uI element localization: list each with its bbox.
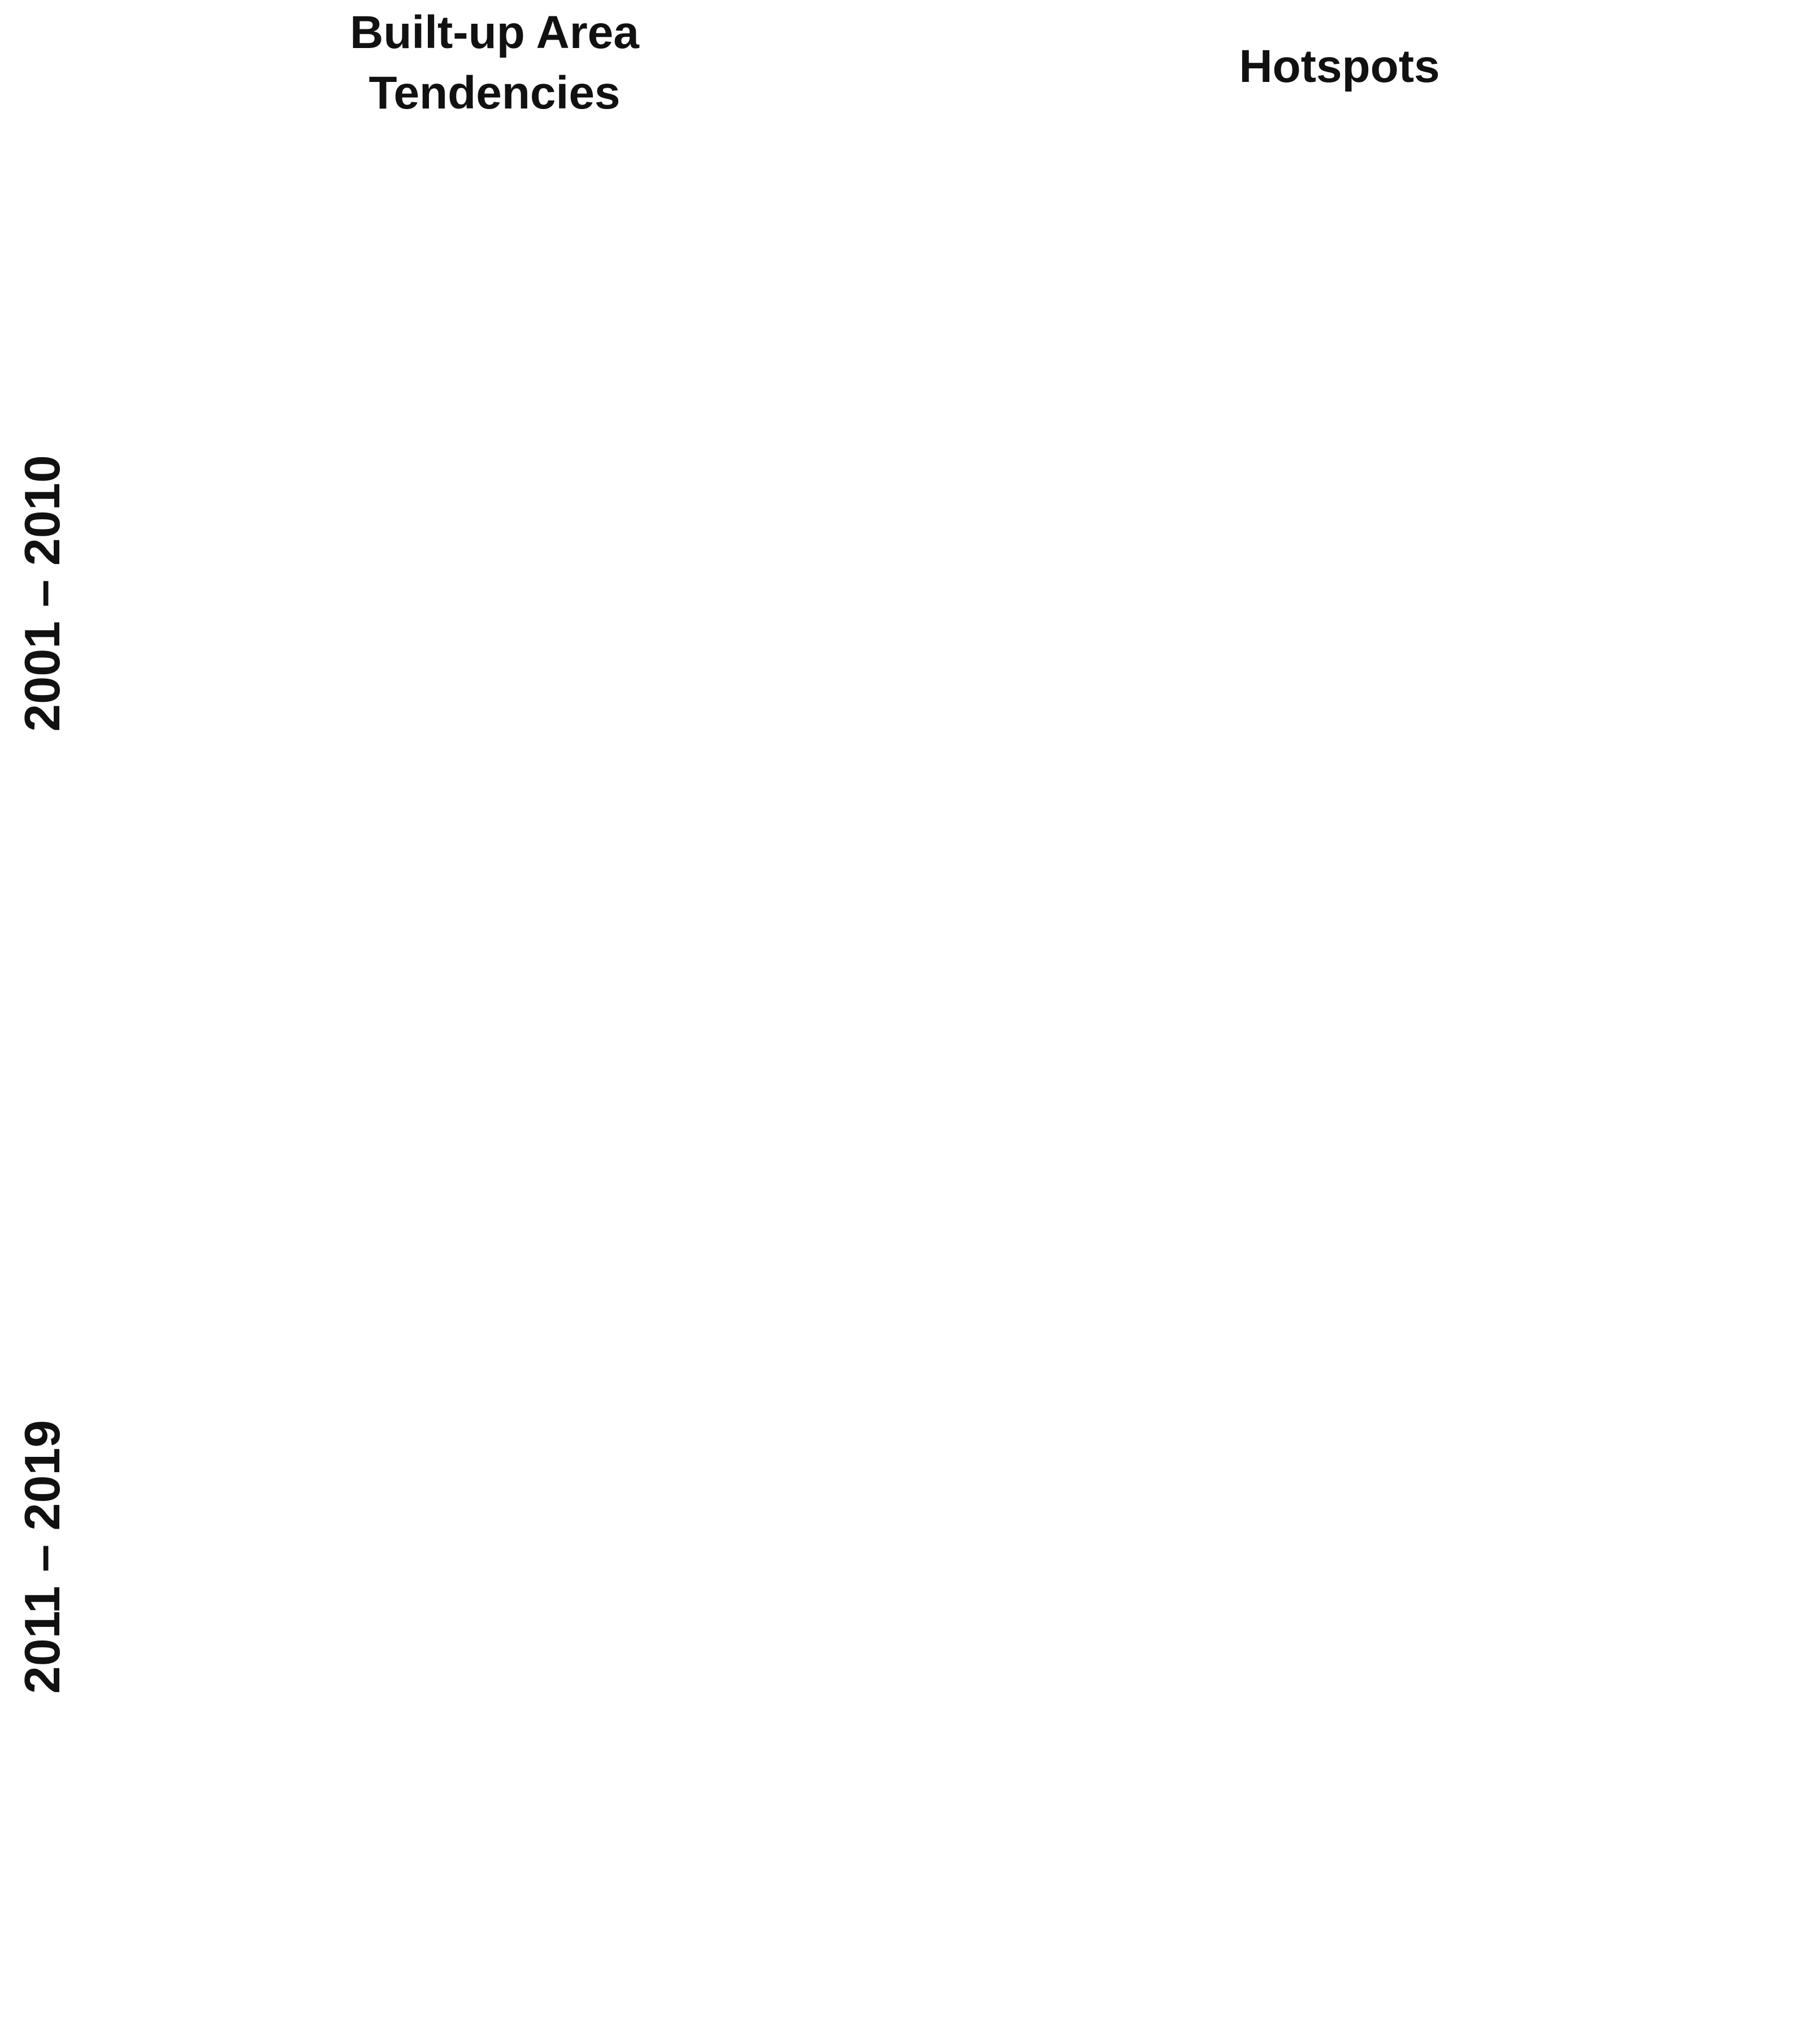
header-right: Hotspots	[1239, 41, 1439, 92]
header-left-line1: Built-up Area	[350, 7, 640, 58]
row-label-2011-2019: 2011 – 2019	[14, 1420, 70, 1694]
header-left-line2: Tendencies	[368, 67, 620, 119]
row-label-2001-2010: 2001 – 2010	[14, 455, 70, 731]
